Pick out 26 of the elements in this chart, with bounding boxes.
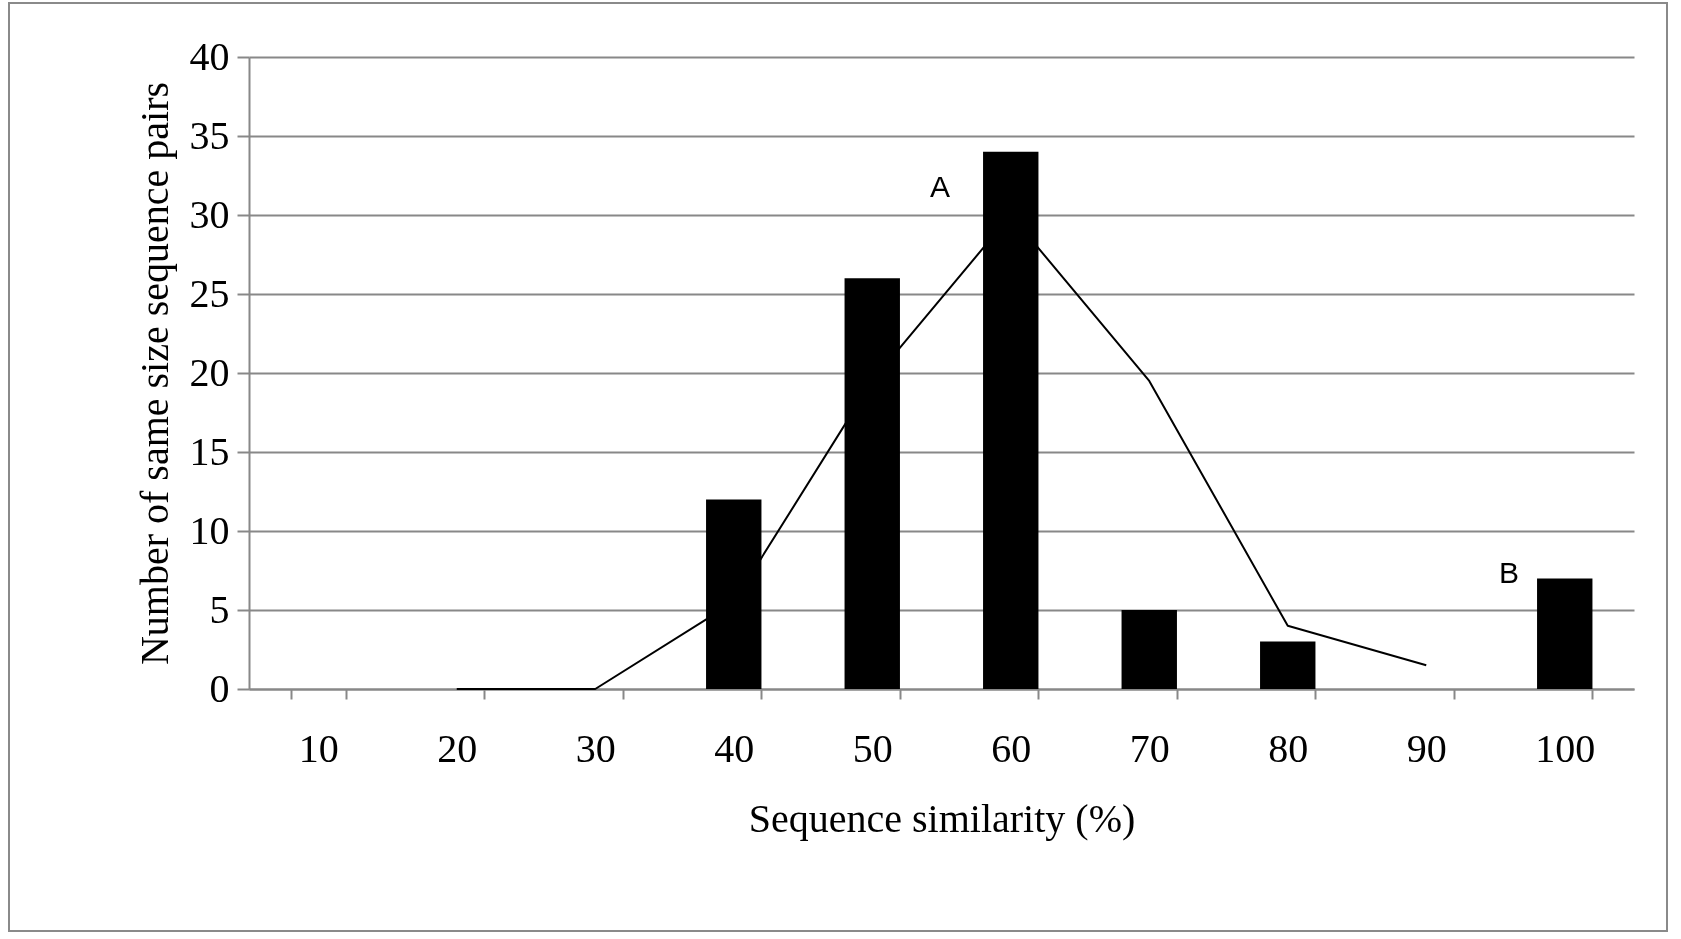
x-tick-label: 10 [298, 725, 339, 771]
x-tick-label: 60 [991, 725, 1032, 771]
y-tick-label: 25 [189, 270, 230, 316]
y-tick-label: 10 [189, 507, 230, 553]
y-tick-label: 20 [189, 349, 230, 395]
y-tick-label: 15 [189, 428, 230, 474]
x-tick-label: 90 [1406, 725, 1447, 771]
x-tick-label: 30 [575, 725, 616, 771]
y-axis-title: Number of same size sequence pairs [131, 81, 177, 666]
y-tick-label: 0 [209, 665, 230, 711]
annotation: B [1498, 556, 1520, 589]
bar [1121, 610, 1177, 689]
x-tick-label: 100 [1535, 725, 1596, 771]
x-tick-label: 40 [714, 725, 755, 771]
y-tick-label: 30 [189, 191, 230, 237]
y-tick-label: 35 [189, 112, 230, 158]
x-tick-label: 20 [437, 725, 478, 771]
bar [1260, 641, 1316, 689]
annotation: A [929, 170, 951, 203]
x-tick-label: 80 [1268, 725, 1309, 771]
bar [1537, 578, 1593, 689]
y-tick-label: 5 [209, 586, 230, 632]
y-tick-label: 40 [189, 33, 230, 79]
x-tick-label: 50 [852, 725, 893, 771]
x-axis-title: Sequence similarity (%) [748, 795, 1136, 841]
x-tick-label: 70 [1129, 725, 1170, 771]
